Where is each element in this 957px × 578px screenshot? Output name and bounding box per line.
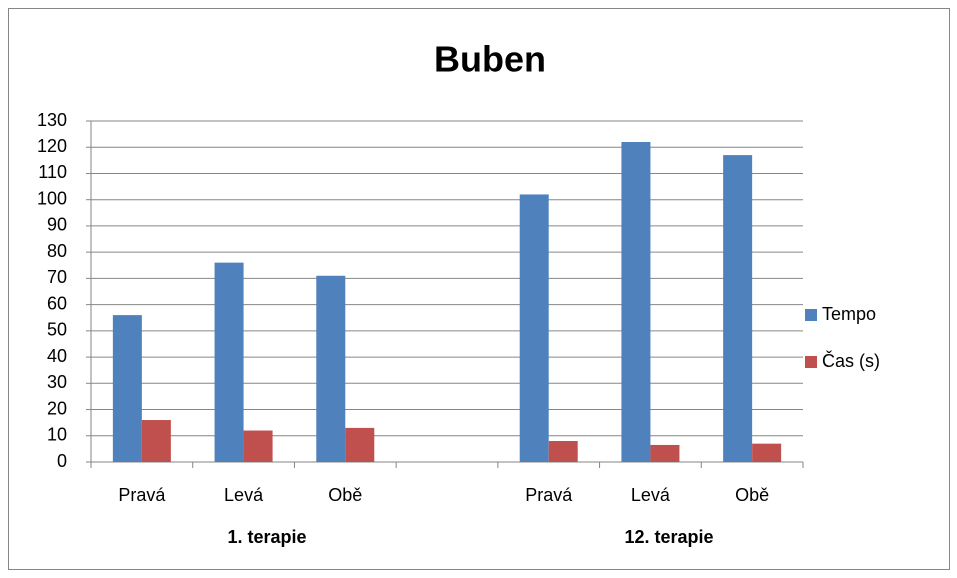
y-tick-label: 0: [57, 451, 67, 471]
x-tick-label: Levá: [631, 485, 671, 505]
chart-title: Buben: [434, 39, 546, 80]
y-tick-label: 110: [38, 162, 67, 182]
y-tick-label: 130: [37, 110, 67, 130]
bar: [519, 194, 549, 462]
y-tick-label: 90: [47, 215, 67, 235]
bar: [316, 275, 346, 462]
legend-label: Tempo: [822, 304, 876, 324]
group-label: 1. terapie: [227, 527, 306, 547]
bar: [141, 420, 171, 462]
y-tick-label: 50: [47, 320, 67, 340]
bar: [214, 262, 244, 462]
legend-swatch: [805, 356, 817, 368]
bar: [243, 430, 273, 462]
x-tick-label: Levá: [224, 485, 264, 505]
bar: [548, 441, 578, 462]
bar: [752, 443, 782, 462]
y-tick-label: 20: [47, 398, 67, 418]
x-tick-label: Obě: [328, 485, 362, 505]
y-tick-label: 30: [47, 372, 67, 392]
x-tick-label: Pravá: [118, 485, 166, 505]
bar: [345, 427, 375, 462]
y-tick-label: 100: [37, 188, 67, 208]
y-tick-label: 120: [37, 136, 67, 156]
x-tick-label: Obě: [735, 485, 769, 505]
y-tick-label: 80: [47, 241, 67, 261]
x-tick-label: Pravá: [525, 485, 573, 505]
y-tick-label: 60: [47, 293, 67, 313]
chart-frame: [8, 8, 950, 570]
y-tick-label: 70: [47, 267, 67, 287]
y-tick-label: 40: [47, 346, 67, 366]
group-label: 12. terapie: [624, 527, 713, 547]
bar: [723, 155, 753, 462]
legend-label: Čas (s): [822, 350, 880, 371]
bar: [650, 444, 680, 462]
legend-swatch: [805, 309, 817, 321]
y-tick-label: 10: [47, 425, 67, 445]
bar: [621, 141, 651, 462]
bar: [112, 315, 142, 462]
